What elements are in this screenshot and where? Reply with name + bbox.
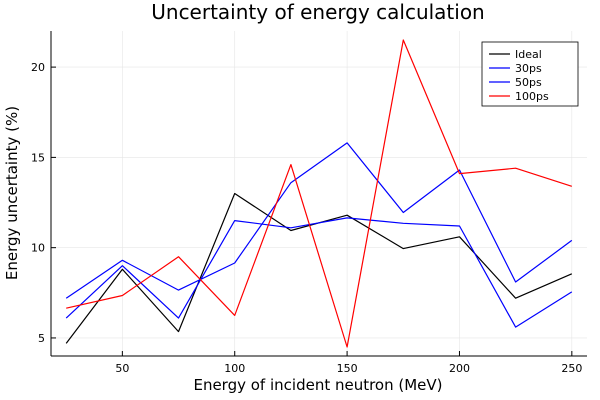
legend-box xyxy=(481,41,579,107)
x-tick-label: 150 xyxy=(337,362,358,375)
x-tick-label: 250 xyxy=(561,362,582,375)
plot-frame xyxy=(50,31,587,357)
y-tick-label: 5 xyxy=(38,332,45,345)
legend-entry: 50ps xyxy=(515,76,542,89)
y-axis-label: Energy uncertainty (%) xyxy=(3,106,21,280)
y-tick-label: 10 xyxy=(31,242,45,255)
legend-entry: 100ps xyxy=(515,90,549,103)
chart-title: Uncertainty of energy calculation xyxy=(151,0,485,24)
x-tick-label: 50 xyxy=(115,362,129,375)
x-tick-label: 200 xyxy=(449,362,470,375)
x-tick-label: 100 xyxy=(224,362,245,375)
y-tick-label: 15 xyxy=(31,151,45,164)
y-tick-label: 20 xyxy=(31,61,45,74)
ticks: 50 100 150 200 250 5 10 15 20 xyxy=(31,61,582,375)
series xyxy=(65,39,573,348)
legend-entry: Ideal xyxy=(515,48,542,61)
legend-entry: 30ps xyxy=(515,62,542,75)
series-line-50ps xyxy=(65,142,573,299)
series-line-30ps xyxy=(65,217,573,328)
x-axis-label: Energy of incident neutron (MeV) xyxy=(193,376,442,394)
series-line-100ps xyxy=(66,39,572,348)
